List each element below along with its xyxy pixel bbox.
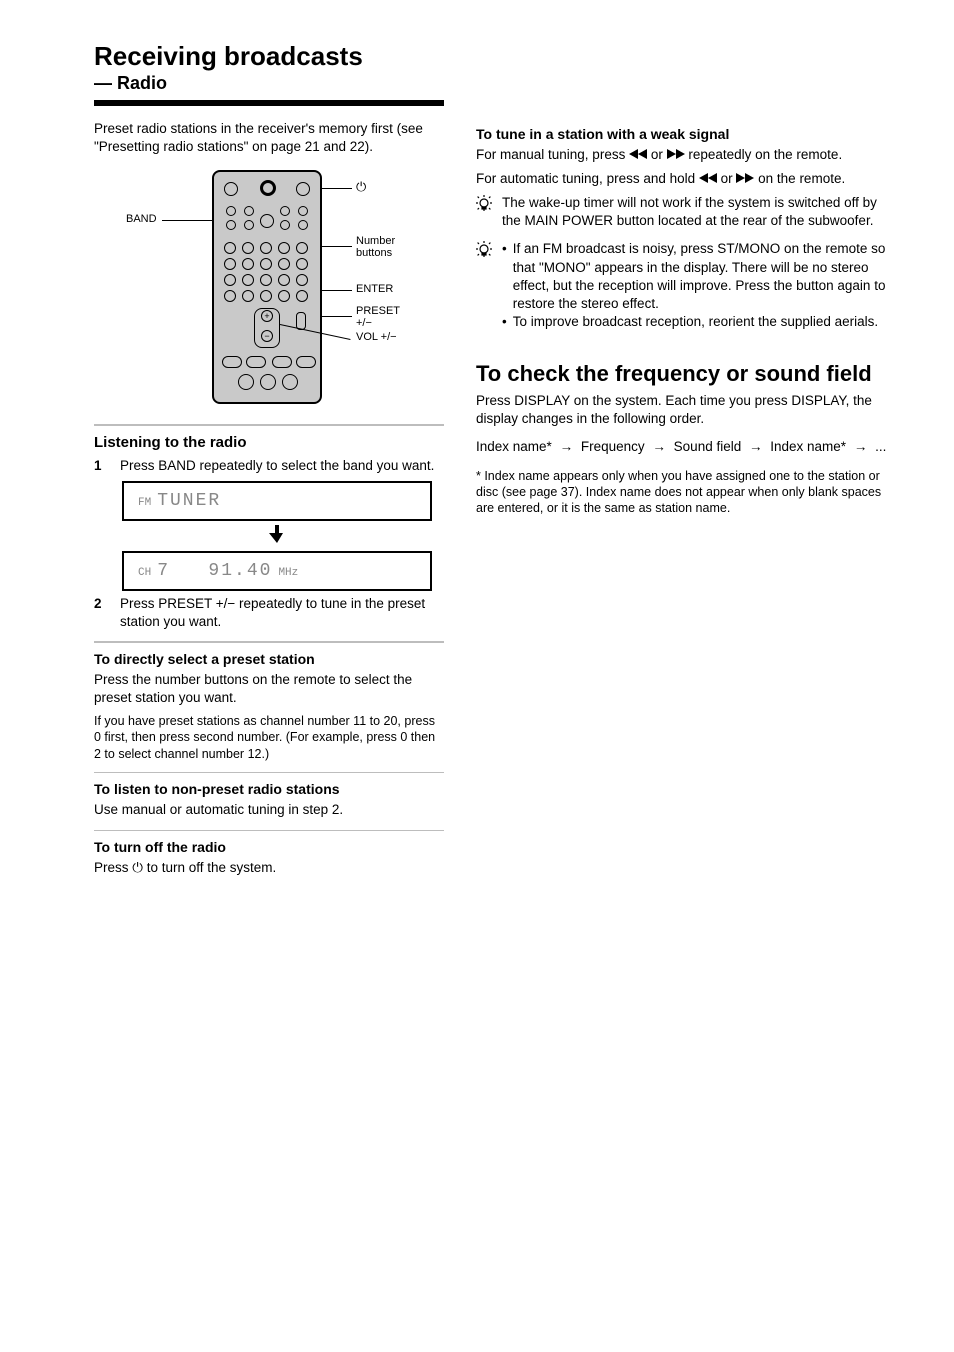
remote-number-btn xyxy=(260,258,272,270)
step-text: Press BAND repeatedly to select the band… xyxy=(120,457,444,475)
remote-number-btn xyxy=(224,290,236,302)
remote-number-btn xyxy=(242,242,254,254)
remote-btn xyxy=(260,214,274,228)
rewind-icon xyxy=(629,146,647,164)
fastforward-icon xyxy=(736,170,754,188)
remote-number-btn xyxy=(278,274,290,286)
direct-heading: To directly select a preset station xyxy=(94,651,444,667)
remote-btn xyxy=(224,182,238,196)
nonpreset-text: Use manual or automatic tuning in step 2… xyxy=(94,801,444,819)
remote-btn xyxy=(244,206,254,216)
remote-btn xyxy=(226,206,236,216)
right-arrow-icon: → xyxy=(648,436,670,458)
remote-btn xyxy=(296,356,316,368)
lightbulb-icon xyxy=(476,240,494,331)
power-icon-label: ⏻ xyxy=(356,180,366,194)
turnoff-text: Press ⏻ to turn off the system. xyxy=(94,859,444,877)
remote-number-btn xyxy=(296,274,308,286)
display-text: FMTUNER xyxy=(138,491,221,511)
title-underline xyxy=(94,100,444,106)
turnoff-heading: To turn off the radio xyxy=(94,839,444,855)
remote-btn xyxy=(244,220,254,230)
remote-btn-power xyxy=(296,182,310,196)
step-item: 1 Press BAND repeatedly to select the ba… xyxy=(94,457,444,475)
number-btns-label: Numberbuttons xyxy=(356,236,395,259)
display-text: CH7 91.40MHz xyxy=(138,561,298,581)
direct-text: Press the number buttons on the remote t… xyxy=(94,671,444,707)
right-arrow-icon: → xyxy=(556,436,578,458)
step-text: Press PRESET +/− repeatedly to tune in t… xyxy=(120,595,444,631)
remote-number-btn xyxy=(242,290,254,302)
display-panel: CH7 91.40MHz xyxy=(122,551,432,591)
remote-number-btn xyxy=(242,258,254,270)
tip-row: The wake-up timer will not work if the s… xyxy=(476,194,890,230)
remote-btn xyxy=(260,180,276,196)
page-title: Receiving broadcasts xyxy=(94,42,890,71)
preset-label: PRESET+/− xyxy=(356,306,400,329)
remote-number-btn xyxy=(278,290,290,302)
remote-number-btn xyxy=(224,258,236,270)
remote-btn xyxy=(298,206,308,216)
rewind-icon xyxy=(699,170,717,188)
remote-number-btn xyxy=(242,274,254,286)
display-panel: FMTUNER xyxy=(122,481,432,521)
remote-number-btn xyxy=(260,274,272,286)
listening-heading: Listening to the radio xyxy=(94,434,444,451)
remote-number-btn xyxy=(278,258,290,270)
tip-text: The wake-up timer will not work if the s… xyxy=(502,194,890,230)
remote-number-btn xyxy=(260,290,272,302)
remote-btn-band xyxy=(226,220,236,230)
remote-btn xyxy=(280,220,290,230)
remote-btn xyxy=(280,206,290,216)
step-item: 2 Press PRESET +/− repeatedly to tune in… xyxy=(94,595,444,631)
tunein-heading: To tune in a station with a weak signal xyxy=(476,126,890,142)
tunein-text: For manual tuning, press or repeatedly o… xyxy=(476,146,890,164)
direct-note: If you have preset stations as channel n… xyxy=(94,713,444,762)
fastforward-icon xyxy=(667,146,685,164)
down-arrow-icon xyxy=(122,525,432,547)
check-order-text: Press DISPLAY on the system. Each time y… xyxy=(476,392,890,428)
tip-row: •If an FM broadcast is noisy, press ST/M… xyxy=(476,240,890,331)
remote-btn xyxy=(238,374,254,390)
remote-btn xyxy=(260,374,276,390)
right-arrow-icon: → xyxy=(745,436,767,458)
display-order-sequence: Index name* → Frequency → Sound field → … xyxy=(476,436,890,458)
section-divider xyxy=(94,830,444,832)
remote-btn xyxy=(222,356,242,368)
minus-icon: − xyxy=(261,330,273,342)
remote-number-btn xyxy=(296,242,308,254)
enter-label: ENTER xyxy=(356,284,393,296)
remote-diagram: + − ⏻ BAND Numberbuttons xyxy=(94,166,444,414)
section-divider xyxy=(94,424,444,426)
step-number: 1 xyxy=(94,457,110,475)
check-order-heading: To check the frequency or sound field xyxy=(476,362,890,386)
step-number: 2 xyxy=(94,595,110,631)
nonpreset-heading: To listen to non-preset radio stations xyxy=(94,781,444,797)
right-arrow-icon: → xyxy=(850,436,872,458)
section-divider xyxy=(94,772,444,774)
auto-tuning-text: For automatic tuning, press and hold or … xyxy=(476,170,890,188)
remote-number-btn-enter xyxy=(296,290,308,302)
tip-list: •If an FM broadcast is noisy, press ST/M… xyxy=(502,240,890,331)
remote-number-btn xyxy=(278,242,290,254)
intro-paragraph: Preset radio stations in the receiver's … xyxy=(94,120,444,156)
remote-btn xyxy=(272,356,292,368)
lightbulb-icon xyxy=(476,194,494,230)
remote-number-btn xyxy=(260,242,272,254)
band-label: BAND xyxy=(126,214,157,226)
page-subtitle: — Radio xyxy=(94,73,890,94)
section-divider xyxy=(94,641,444,643)
remote-number-btn xyxy=(224,242,236,254)
plus-icon: + xyxy=(261,310,273,322)
remote-btn xyxy=(298,220,308,230)
remote-number-btn xyxy=(224,274,236,286)
remote-outline: + − xyxy=(212,170,322,404)
remote-number-btn xyxy=(296,258,308,270)
remote-btn xyxy=(282,374,298,390)
check-order-note: * Index name appears only when you have … xyxy=(476,468,890,517)
vol-label: VOL +/− xyxy=(356,332,397,344)
remote-btn xyxy=(246,356,266,368)
